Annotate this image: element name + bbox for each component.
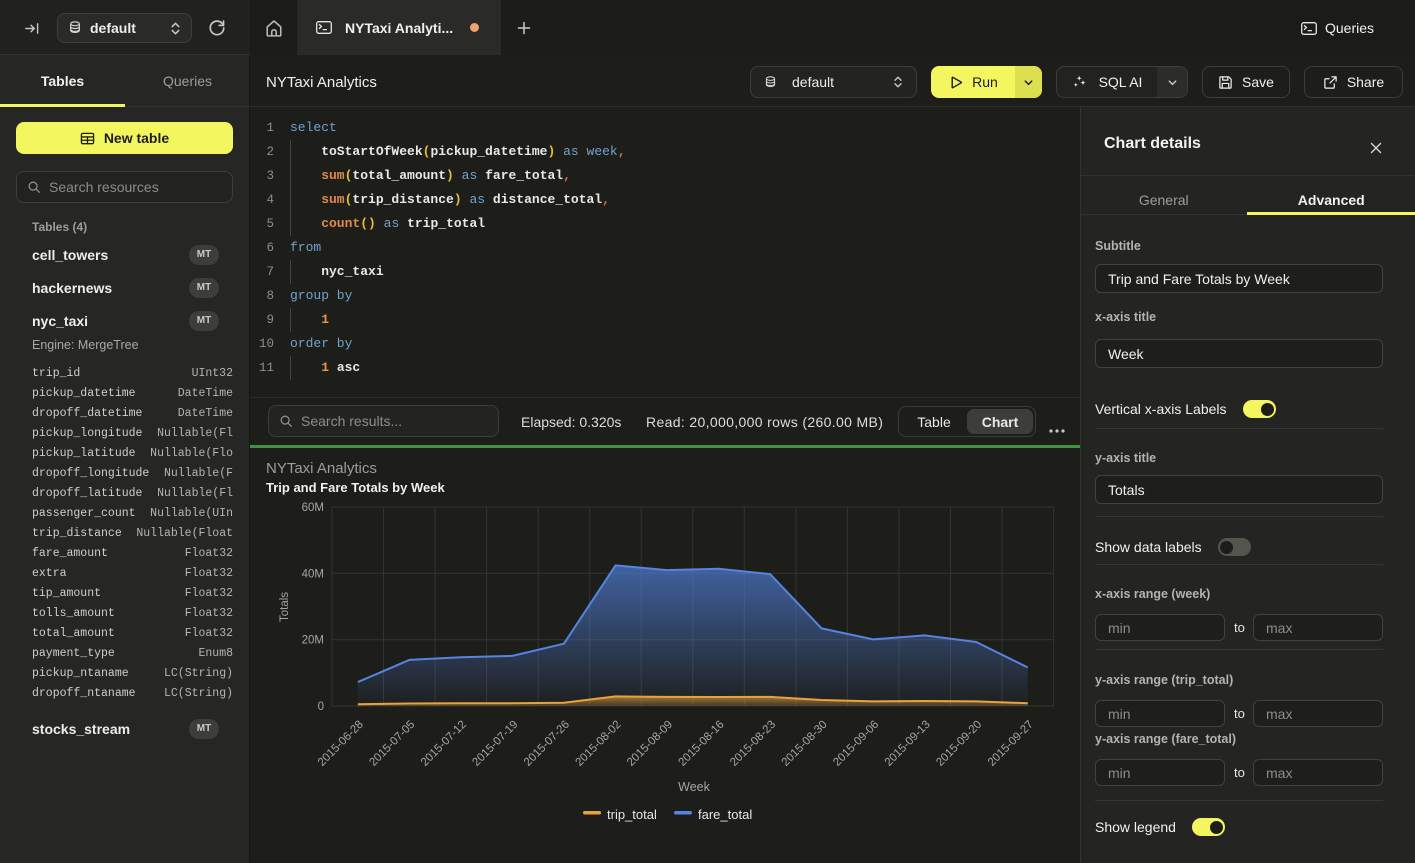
svg-text:2015-08-16: 2015-08-16: [677, 719, 727, 769]
svg-text:Week: Week: [678, 780, 710, 794]
svg-text:40M: 40M: [302, 568, 324, 580]
svg-text:2015-09-27: 2015-09-27: [986, 719, 1036, 769]
svg-text:2015-07-26: 2015-07-26: [522, 719, 572, 769]
svg-text:2015-09-20: 2015-09-20: [934, 719, 984, 769]
svg-text:fare_total: fare_total: [698, 807, 752, 822]
svg-text:2015-08-02: 2015-08-02: [574, 719, 624, 769]
svg-text:2015-08-23: 2015-08-23: [728, 719, 778, 769]
svg-text:2015-08-30: 2015-08-30: [780, 719, 830, 769]
svg-text:60M: 60M: [302, 502, 324, 514]
svg-text:2015-07-19: 2015-07-19: [470, 719, 520, 769]
svg-text:2015-07-05: 2015-07-05: [367, 719, 417, 769]
svg-text:2015-06-28: 2015-06-28: [316, 719, 366, 769]
svg-text:2015-08-09: 2015-08-09: [625, 719, 675, 769]
svg-text:2015-09-13: 2015-09-13: [883, 719, 933, 769]
svg-text:trip_total: trip_total: [607, 807, 657, 822]
svg-text:Totals: Totals: [279, 592, 291, 622]
svg-text:20M: 20M: [302, 635, 324, 647]
svg-text:2015-09-06: 2015-09-06: [831, 719, 881, 769]
svg-text:0: 0: [318, 701, 324, 713]
svg-text:2015-07-12: 2015-07-12: [419, 719, 469, 769]
